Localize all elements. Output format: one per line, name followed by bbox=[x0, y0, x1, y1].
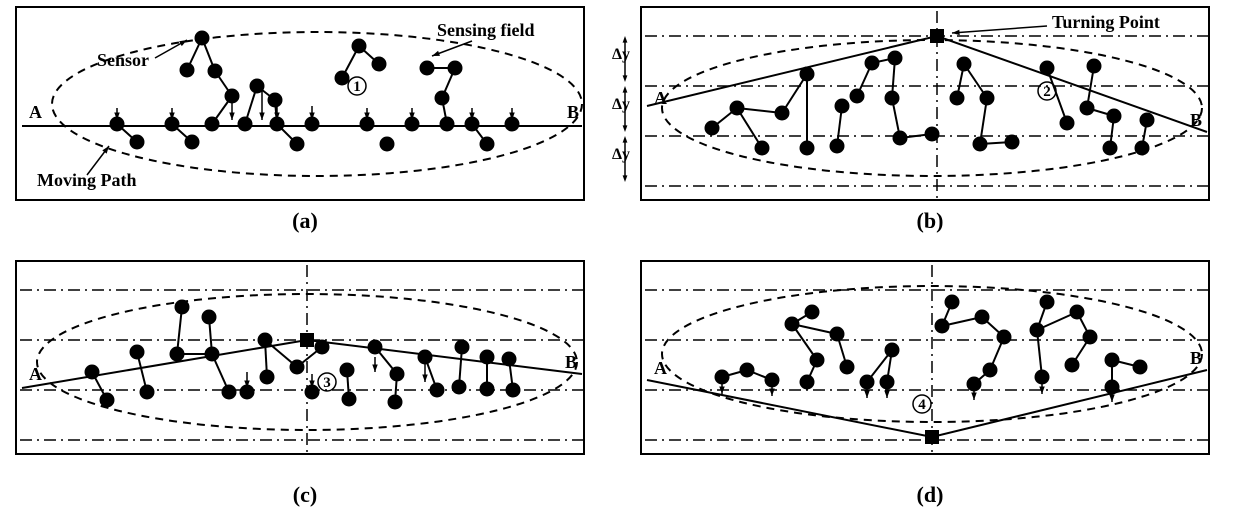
svg-text:A: A bbox=[654, 88, 667, 108]
svg-text:A: A bbox=[654, 358, 667, 378]
svg-text:Moving Path: Moving Path bbox=[37, 170, 137, 190]
panel-b: A B Turning Point 2 bbox=[640, 6, 1210, 201]
svg-text:Turning Point: Turning Point bbox=[1052, 12, 1160, 32]
svg-text:3: 3 bbox=[323, 375, 331, 391]
svg-text:B: B bbox=[565, 352, 577, 372]
svg-text:A: A bbox=[29, 102, 42, 122]
svg-text:Sensor: Sensor bbox=[97, 50, 149, 70]
svg-text:B: B bbox=[567, 102, 579, 122]
delta-y-label: Δy bbox=[612, 96, 630, 114]
delta-y-label: Δy bbox=[612, 46, 630, 64]
caption-a: (a) bbox=[285, 208, 325, 234]
panel-a: A B Sensing field Sensor Moving Path 1 bbox=[15, 6, 585, 201]
svg-text:Sensing field: Sensing field bbox=[437, 20, 535, 40]
delta-y-label: Δy bbox=[612, 146, 630, 164]
caption-b: (b) bbox=[910, 208, 950, 234]
caption-c: (c) bbox=[285, 482, 325, 508]
svg-text:2: 2 bbox=[1043, 84, 1051, 100]
svg-text:B: B bbox=[1190, 110, 1202, 130]
panel-d: A B 4 bbox=[640, 260, 1210, 455]
svg-text:1: 1 bbox=[353, 79, 361, 95]
svg-text:B: B bbox=[1190, 348, 1202, 368]
caption-d: (d) bbox=[910, 482, 950, 508]
svg-text:4: 4 bbox=[918, 397, 926, 413]
panel-c: A B 3 bbox=[15, 260, 585, 455]
svg-text:A: A bbox=[29, 364, 42, 384]
